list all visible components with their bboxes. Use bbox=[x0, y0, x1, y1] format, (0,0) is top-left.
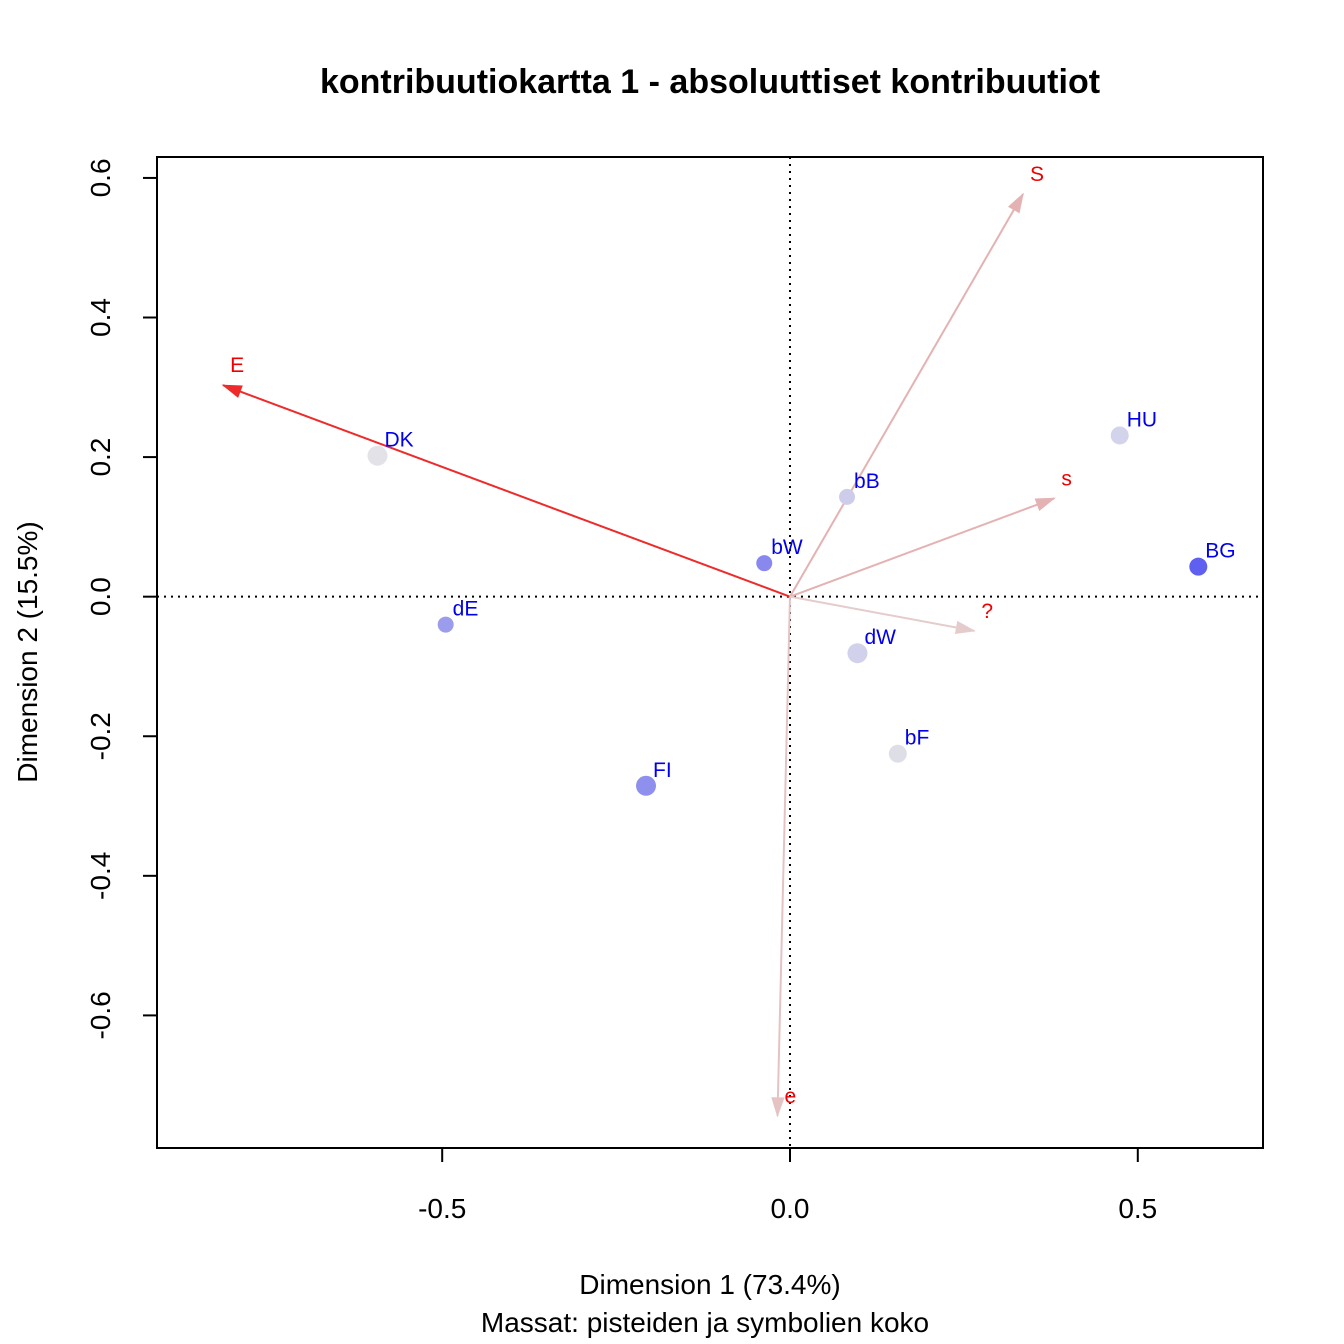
y-tick-label: -0.6 bbox=[85, 991, 116, 1039]
point-marker bbox=[636, 775, 657, 796]
y-axis-title: Dimension 2 (15.5%) bbox=[12, 521, 43, 782]
arrowhead bbox=[221, 384, 243, 398]
point-6: dE bbox=[437, 598, 479, 633]
point-1: DK bbox=[367, 429, 414, 466]
point-marker bbox=[847, 643, 868, 664]
arrowhead bbox=[1007, 192, 1024, 214]
point-label: bF bbox=[905, 727, 930, 750]
arrow-5: e bbox=[771, 596, 796, 1118]
point-marker bbox=[888, 744, 907, 763]
x-tick-label: 0.5 bbox=[1118, 1193, 1157, 1224]
y-tick-label: -0.4 bbox=[85, 852, 116, 900]
y-tick-label: 0.0 bbox=[85, 577, 116, 616]
arrow-label: S bbox=[1030, 163, 1044, 186]
point-3: bB bbox=[839, 470, 880, 505]
x-axis-title: Dimension 1 (73.4%) bbox=[579, 1269, 840, 1300]
arrow-shaft bbox=[789, 595, 975, 632]
point-9: FI bbox=[636, 759, 672, 796]
point-label: FI bbox=[653, 759, 672, 782]
x-tick-label: -0.5 bbox=[418, 1193, 466, 1224]
arrow-label: s bbox=[1061, 467, 1072, 490]
point-label: DK bbox=[385, 429, 414, 452]
point-label: bB bbox=[854, 470, 880, 493]
point-label: BG bbox=[1205, 540, 1235, 563]
point-marker bbox=[756, 555, 773, 572]
arrow-label: e bbox=[784, 1085, 796, 1108]
y-tick-label: 0.6 bbox=[85, 158, 116, 197]
y-tick-label: -0.2 bbox=[85, 712, 116, 760]
arrowhead bbox=[771, 1097, 785, 1118]
point-marker bbox=[1110, 426, 1129, 445]
chart-title: kontribuutiokartta 1 - absoluuttiset kon… bbox=[320, 63, 1100, 101]
arrow-label: E bbox=[230, 354, 244, 377]
point-marker bbox=[367, 445, 388, 466]
y-tick-label: 0.4 bbox=[85, 298, 116, 337]
point-label: HU bbox=[1127, 408, 1157, 431]
arrow-shaft bbox=[776, 596, 791, 1116]
point-label: dW bbox=[864, 626, 896, 649]
arrow-label: ? bbox=[981, 600, 993, 623]
point-label: dE bbox=[453, 598, 479, 621]
y-tick-label: 0.2 bbox=[85, 438, 116, 477]
point-4: bW bbox=[756, 536, 803, 572]
arrowhead bbox=[1034, 497, 1056, 511]
point-8: bF bbox=[888, 727, 930, 763]
point-label: bW bbox=[771, 536, 803, 559]
point-marker bbox=[437, 616, 454, 633]
x-axis-subtitle: Massat: pisteiden ja symbolien koko bbox=[481, 1307, 929, 1338]
arrow-4: ? bbox=[789, 595, 993, 635]
plot-frame bbox=[156, 156, 1264, 1149]
plot-area: E Ss? e DK HU bB bW BG dE dW bF FI -0.5 0.0 0.5 -0.6 -0.… bbox=[85, 156, 1264, 1224]
point-marker bbox=[1189, 557, 1208, 576]
arrowhead bbox=[954, 620, 976, 635]
x-tick-label: 0.0 bbox=[771, 1193, 810, 1224]
arrow-shaft bbox=[222, 384, 791, 598]
arrow-shaft bbox=[789, 193, 1024, 598]
arrow-shaft bbox=[789, 497, 1055, 598]
point-5: BG bbox=[1189, 540, 1236, 576]
arrow-1: E bbox=[221, 354, 791, 598]
arrow-3: s bbox=[789, 467, 1072, 598]
arrow-2: S bbox=[789, 163, 1044, 598]
point-marker bbox=[839, 488, 856, 505]
point-7: dW bbox=[847, 626, 896, 664]
point-2: HU bbox=[1110, 408, 1157, 445]
